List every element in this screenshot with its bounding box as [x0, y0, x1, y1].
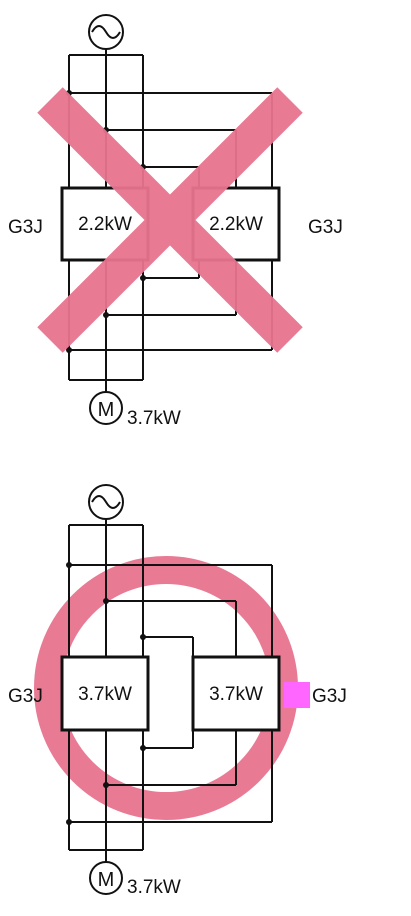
bottom-motor: M 3.7kW [89, 861, 181, 898]
bottom-left-unit: 3.7kW [60, 655, 150, 732]
bottom-ac-source [88, 484, 124, 520]
top-right-unit-label: G3J [308, 217, 343, 238]
ac-source-icon [91, 495, 121, 509]
bottom-right-unit-label: G3J [312, 686, 347, 707]
bottom-left-unit-rating: 3.7kW [78, 684, 132, 705]
incorrect-x-mark [37, 87, 303, 353]
top-ac-source [88, 14, 124, 50]
bottom-diagram [68, 515, 273, 862]
ac-source-icon [91, 25, 121, 39]
highlight-marker [284, 682, 310, 708]
bottom-motor-symbol: M [98, 869, 115, 891]
top-motor: M 3.7kW [89, 391, 181, 429]
top-junctions [66, 90, 146, 353]
top-left-unit-label: G3J [8, 217, 43, 238]
top-motor-symbol: M [98, 399, 115, 421]
bottom-right-unit-rating: 3.7kW [209, 684, 263, 705]
bottom-left-unit-label: G3J [8, 686, 43, 707]
top-motor-rating: 3.7kW [127, 408, 181, 429]
top-left-unit-rating: 2.2kW [78, 214, 132, 235]
bottom-junctions [66, 562, 146, 825]
bottom-right-unit: 3.7kW [191, 655, 281, 732]
bottom-motor-rating: 3.7kW [127, 877, 181, 898]
top-right-unit-rating: 2.2kW [209, 214, 263, 235]
